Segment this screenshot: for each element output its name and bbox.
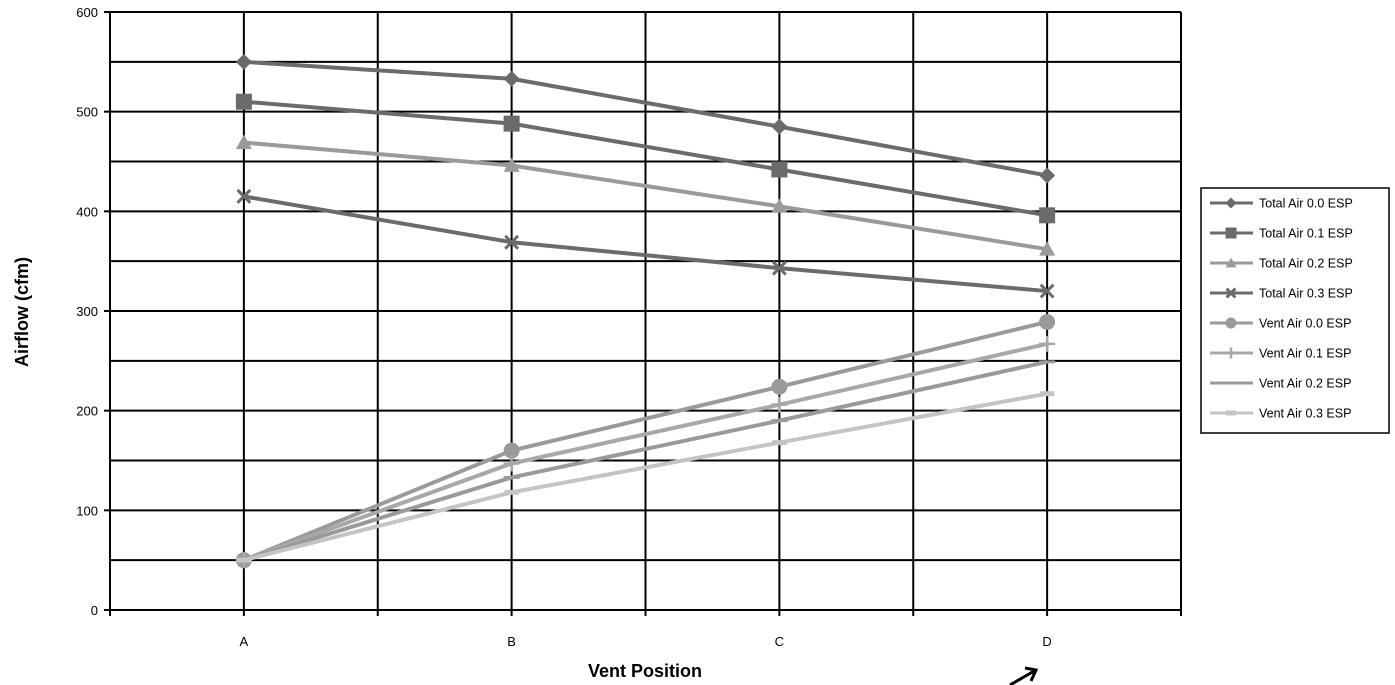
legend-item: Vent Air 0.3 ESP: [1210, 407, 1351, 421]
legend-item: Total Air 0.0 ESP: [1210, 197, 1353, 211]
series-3: [235, 134, 1056, 256]
data-point: [235, 93, 252, 110]
series-2: [235, 93, 1056, 224]
series-line: [243, 320, 1048, 563]
legend-item: Vent Air 0.1 ESP: [1210, 347, 1351, 361]
series-line: [243, 140, 1048, 252]
y-tick-label: 100: [76, 503, 98, 518]
series-5: [235, 313, 1056, 569]
legend-marker: [1225, 227, 1237, 239]
data-point: [771, 396, 788, 413]
series-line: [243, 194, 1048, 294]
data-point: [503, 455, 520, 472]
data-point: [1039, 167, 1056, 184]
data-point: [772, 440, 787, 446]
legend-marker: [1225, 197, 1237, 209]
y-tick-label: 0: [91, 603, 98, 618]
data-point: [236, 188, 252, 204]
x-tick-label: A: [240, 634, 249, 649]
data-point: [1039, 391, 1055, 397]
data-point: [771, 198, 788, 213]
data-point: [771, 161, 788, 178]
series-line: [243, 99, 1048, 218]
arrow-icon: [1009, 666, 1039, 685]
legend-item: Vent Air 0.0 ESP: [1210, 317, 1351, 331]
data-point: [503, 70, 520, 87]
x-tick-labels: A B C D: [240, 634, 1052, 649]
series-line: [243, 59, 1048, 178]
series-4: [236, 188, 1055, 299]
data-point: [235, 53, 252, 70]
legend-marker: [1225, 347, 1237, 359]
legend-label: Vent Air 0.3 ESP: [1259, 407, 1351, 421]
legend-box: [1200, 187, 1390, 434]
legend-marker: [1225, 257, 1237, 268]
x-axis-title: Vent Position: [588, 661, 702, 681]
legend-marker: [1226, 410, 1236, 416]
data-point: [1039, 207, 1056, 224]
legend: Total Air 0.0 ESP Total Air 0.1 ESP Total …: [1200, 187, 1390, 434]
data-point: [1039, 241, 1056, 256]
legend-item: Total Air 0.2 ESP: [1210, 257, 1353, 271]
axes: [104, 11, 1182, 616]
series-lines: [235, 53, 1056, 569]
y-tick-label: 400: [76, 204, 98, 219]
data-point: [1039, 313, 1056, 330]
data-point: [504, 489, 519, 495]
data-point: [1039, 283, 1055, 299]
data-point: [235, 134, 252, 149]
y-tick-label: 300: [76, 304, 98, 319]
legend-label: Vent Air 0.0 ESP: [1259, 317, 1351, 331]
legend-item: Total Air 0.3 ESP: [1210, 287, 1353, 301]
legend-label: Total Air 0.2 ESP: [1259, 257, 1353, 271]
data-point: [503, 157, 520, 172]
y-tick-label: 200: [76, 404, 98, 419]
x-tick-label: D: [1042, 634, 1051, 649]
data-point: [771, 378, 788, 395]
legend-item: Vent Air 0.2 ESP: [1210, 377, 1351, 391]
y-axis-title: Airflow (cfm): [12, 257, 32, 367]
series-8: [236, 391, 1055, 563]
legend-marker: [1225, 287, 1237, 299]
series-line: [243, 341, 1048, 563]
y-tick-label: 500: [76, 105, 98, 120]
data-point: [1039, 335, 1056, 352]
legend-item: Total Air 0.1 ESP: [1210, 227, 1353, 241]
x-tick-label: B: [507, 634, 516, 649]
legend-label: Vent Air 0.2 ESP: [1259, 377, 1351, 391]
data-point: [503, 442, 520, 459]
series-line: [243, 359, 1048, 563]
legend-label: Vent Air 0.1 ESP: [1259, 347, 1351, 361]
x-tick-label: C: [775, 634, 784, 649]
y-tick-labels: 0 100 200 300 400 500 600: [76, 5, 98, 618]
legend-label: Total Air 0.0 ESP: [1259, 197, 1353, 211]
legend-marker: [1225, 317, 1237, 329]
data-point: [771, 118, 788, 135]
data-point: [504, 234, 520, 250]
data-point: [771, 260, 787, 276]
data-point: [503, 115, 520, 132]
series-1: [235, 53, 1056, 184]
series-line: [243, 391, 1048, 563]
data-point: [236, 557, 252, 563]
y-tick-label: 600: [76, 5, 98, 20]
legend-label: Total Air 0.1 ESP: [1259, 227, 1353, 241]
legend-label: Total Air 0.3 ESP: [1259, 287, 1353, 301]
